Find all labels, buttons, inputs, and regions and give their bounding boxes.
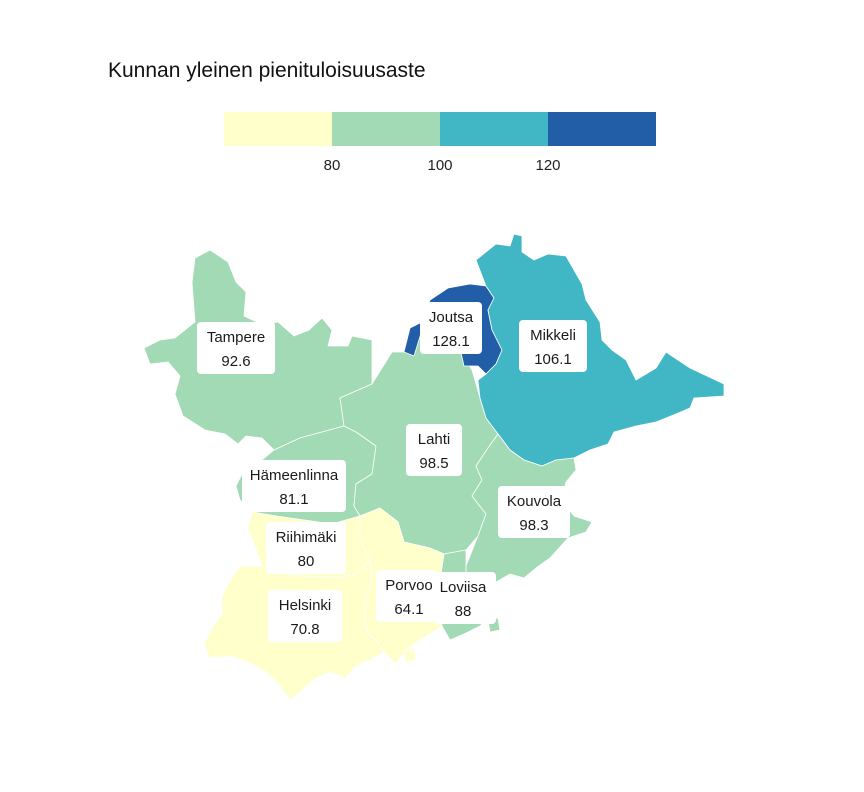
label-lahti-value: 98.5 <box>419 455 448 472</box>
label-loviisa-name: Loviisa <box>440 579 487 596</box>
legend-bin-3 <box>440 112 548 146</box>
label-joutsa-name: Joutsa <box>429 309 474 326</box>
label-hameenlinna-value: 81.1 <box>279 491 308 508</box>
label-loviisa-value: 88 <box>455 603 472 620</box>
map-title: Kunnan yleinen pienituloisuusaste <box>108 59 426 82</box>
legend-tick-80: 80 <box>324 157 341 174</box>
label-porvoo-name: Porvoo <box>385 577 433 594</box>
label-lahti-name: Lahti <box>418 431 451 448</box>
label-riihimaki-name: Riihimäki <box>276 529 337 546</box>
legend-tick-100: 100 <box>427 157 452 174</box>
label-tampere-name: Tampere <box>207 329 265 346</box>
label-lahti: Lahti 98.5 <box>406 424 462 476</box>
region-mikkeli <box>475 233 725 467</box>
label-riihimaki-value: 80 <box>298 553 315 570</box>
label-loviisa: Loviisa 88 <box>434 572 496 624</box>
legend-tick-120: 120 <box>535 157 560 174</box>
region-labels: Tampere 92.6 Joutsa 128.1 Mikkeli 106.1 … <box>197 302 587 642</box>
label-helsinki: Helsinki 70.8 <box>268 590 342 642</box>
label-joutsa: Joutsa 128.1 <box>420 302 482 354</box>
label-porvoo-value: 64.1 <box>394 601 423 618</box>
label-hameenlinna: Hämeenlinna 81.1 <box>242 460 346 512</box>
legend-bin-1 <box>224 112 332 146</box>
label-hameenlinna-name: Hämeenlinna <box>250 467 339 484</box>
label-mikkeli-name: Mikkeli <box>530 327 576 344</box>
label-helsinki-name: Helsinki <box>279 597 332 614</box>
region-helsinki-island <box>403 647 417 663</box>
legend: 80 100 120 <box>224 112 656 174</box>
label-tampere: Tampere 92.6 <box>197 322 275 374</box>
label-kouvola-value: 98.3 <box>519 517 548 534</box>
label-kouvola: Kouvola 98.3 <box>498 486 570 538</box>
label-mikkeli-value: 106.1 <box>534 351 572 368</box>
label-tampere-value: 92.6 <box>221 353 250 370</box>
label-joutsa-value: 128.1 <box>432 333 470 350</box>
label-porvoo: Porvoo 64.1 <box>376 570 436 622</box>
label-kouvola-name: Kouvola <box>507 493 562 510</box>
label-mikkeli: Mikkeli 106.1 <box>519 320 587 372</box>
legend-bin-2 <box>332 112 440 146</box>
legend-bin-4 <box>548 112 656 146</box>
label-riihimaki: Riihimäki 80 <box>266 522 346 574</box>
label-helsinki-value: 70.8 <box>290 621 319 638</box>
